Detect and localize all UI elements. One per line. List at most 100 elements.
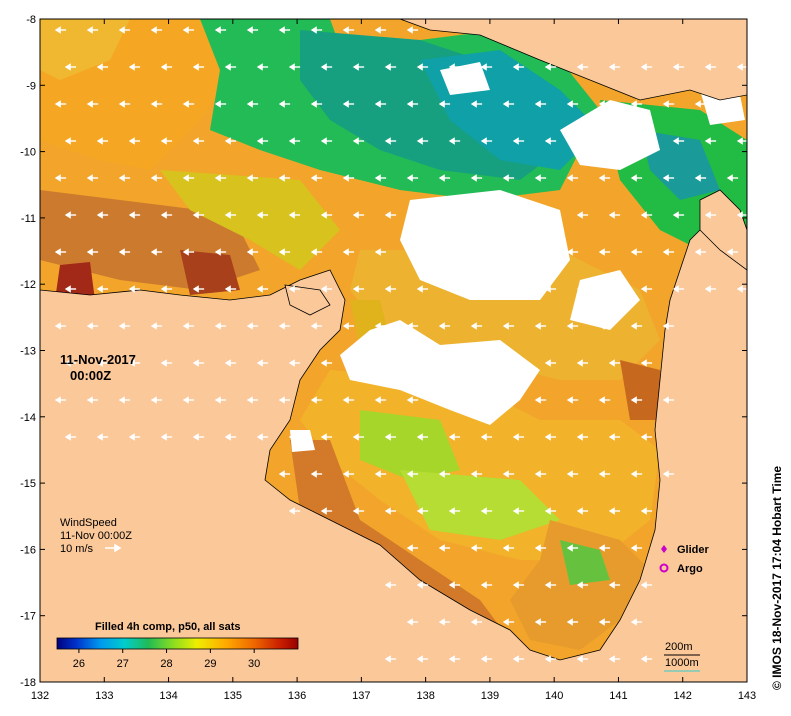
wind-arrow	[544, 211, 557, 219]
wind-arrow	[246, 174, 259, 182]
wind-legend-title: WindSpeed	[60, 517, 117, 529]
wind-arrow	[342, 100, 355, 108]
wind-arrow	[544, 433, 557, 441]
wind-arrow	[608, 63, 621, 71]
wind-arrow	[374, 174, 387, 182]
wind-arrow	[310, 26, 323, 34]
wind-arrow	[502, 248, 515, 256]
wind-arrow	[160, 211, 173, 219]
wind-arrow	[192, 211, 205, 219]
depth-200-label: 200m	[665, 641, 693, 653]
wind-arrow	[54, 174, 67, 182]
wind-arrow	[182, 100, 195, 108]
wind-arrow	[54, 100, 67, 108]
wind-arrow	[352, 211, 365, 219]
wind-arrow	[576, 211, 589, 219]
wind-arrow	[534, 470, 547, 478]
wind-arrow	[96, 211, 109, 219]
wind-arrow	[480, 359, 493, 367]
wind-arrow	[512, 63, 525, 71]
wind-arrow	[416, 581, 429, 589]
wind-arrow	[694, 248, 707, 256]
wind-arrow	[576, 63, 589, 71]
wind-arrow	[320, 63, 333, 71]
wind-arrow	[278, 174, 291, 182]
wind-arrow	[640, 507, 653, 515]
wind-arrow	[480, 655, 493, 663]
wind-arrow	[544, 359, 557, 367]
wind-arrow	[128, 211, 141, 219]
wind-arrow	[576, 433, 589, 441]
wind-arrow	[256, 137, 269, 145]
wind-arrow	[470, 174, 483, 182]
wind-arrow	[534, 396, 547, 404]
wind-arrow	[246, 322, 259, 330]
lon-tick-label: 132	[31, 690, 49, 702]
wind-arrow	[406, 618, 419, 626]
wind-arrow	[406, 174, 419, 182]
wind-arrow	[384, 137, 397, 145]
cape-york-top	[699, 189, 747, 271]
wind-arrow	[384, 285, 397, 293]
wind-arrow	[342, 248, 355, 256]
wind-arrow	[310, 396, 323, 404]
wind-arrow	[96, 359, 109, 367]
wind-arrow	[480, 63, 493, 71]
wind-arrow	[438, 322, 451, 330]
wind-arrow	[566, 396, 579, 404]
credit-line: © IMOS 18-Nov-2017 17:04 Hobart Time	[770, 465, 784, 690]
wind-arrow	[448, 63, 461, 71]
wind-arrow	[480, 137, 493, 145]
wind-arrow	[736, 137, 749, 145]
wind-arrow	[566, 322, 579, 330]
wind-arrow	[640, 211, 653, 219]
wind-arrow	[406, 470, 419, 478]
wind-arrow	[630, 248, 643, 256]
wind-arrow	[192, 63, 205, 71]
lon-tick-label: 141	[609, 690, 627, 702]
wind-arrow	[608, 137, 621, 145]
wind-arrow	[342, 322, 355, 330]
wind-arrow	[566, 100, 579, 108]
wind-arrow	[470, 100, 483, 108]
wind-arrow	[320, 211, 333, 219]
lon-tick-label: 134	[159, 690, 177, 702]
wind-arrow	[512, 433, 525, 441]
wind-arrow	[352, 507, 365, 515]
wind-arrow	[64, 63, 77, 71]
wind-arrow	[544, 63, 557, 71]
wind-arrow	[278, 322, 291, 330]
wind-arrow	[128, 63, 141, 71]
wind-arrow	[726, 174, 739, 182]
wind-arrow	[342, 470, 355, 478]
wind-arrow	[598, 470, 611, 478]
wind-arrow	[736, 63, 749, 71]
wind-arrow	[704, 63, 717, 71]
wind-arrow	[598, 544, 611, 552]
wind-arrow	[384, 359, 397, 367]
wind-arrow	[480, 211, 493, 219]
wind-arrow	[672, 285, 685, 293]
wind-arrow	[630, 544, 643, 552]
wind-arrow	[502, 544, 515, 552]
wind-arrow	[256, 359, 269, 367]
wind-arrow	[278, 470, 291, 478]
wind-arrow	[288, 285, 301, 293]
wind-arrow	[150, 322, 163, 330]
glider-legend-marker	[661, 545, 667, 553]
argo-legend-label: Argo	[677, 563, 703, 575]
wind-arrow	[416, 63, 429, 71]
wind-arrow	[598, 322, 611, 330]
wind-arrow	[566, 544, 579, 552]
wind-arrow	[374, 248, 387, 256]
lon-tick-label: 140	[545, 690, 563, 702]
wind-arrow	[438, 248, 451, 256]
axes: 132 133 134 135 136 137 138 139 140 141 142 143 -8 -9…	[20, 14, 756, 702]
wind-arrow	[278, 100, 291, 108]
wind-arrow	[672, 63, 685, 71]
wind-arrow	[512, 581, 525, 589]
wind-arrow	[256, 433, 269, 441]
wind-arrow	[150, 248, 163, 256]
wind-arrow	[224, 211, 237, 219]
